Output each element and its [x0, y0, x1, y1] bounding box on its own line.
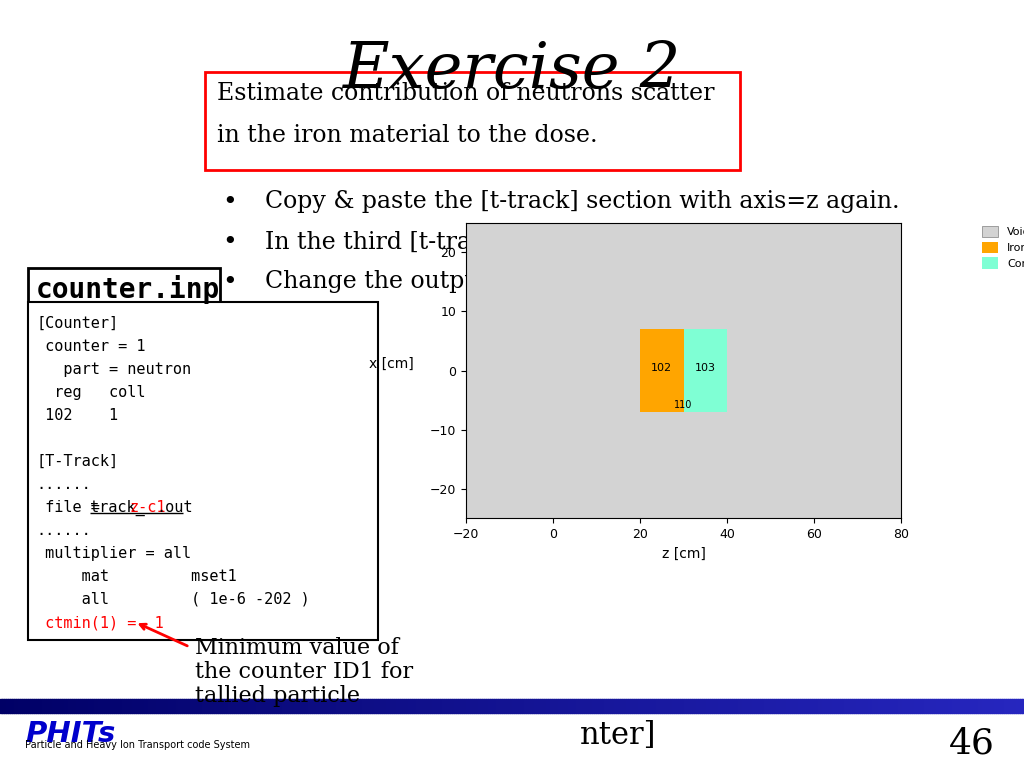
FancyBboxPatch shape	[205, 72, 740, 170]
Text: Particle and Heavy Ion Transport code System: Particle and Heavy Ion Transport code Sy…	[25, 740, 250, 750]
Text: Estimate contribution of neutrons scatter: Estimate contribution of neutrons scatte…	[217, 82, 715, 105]
Text: [Counter]: [Counter]	[36, 316, 118, 331]
FancyBboxPatch shape	[28, 302, 378, 640]
Text: ......: ......	[36, 477, 91, 492]
Text: 110: 110	[675, 400, 692, 410]
Bar	[640, 329, 684, 412]
Text: •: •	[222, 230, 237, 254]
Text: all         ( 1e-6 -202 ): all ( 1e-6 -202 )	[36, 592, 309, 607]
Text: in the iron material to the dose.: in the iron material to the dose.	[217, 124, 598, 147]
Text: ......: ......	[36, 523, 91, 538]
Text: 46: 46	[949, 726, 995, 760]
Text: Copy & paste the [t-track] section with axis=z again.: Copy & paste the [t-track] section with …	[265, 190, 900, 213]
Text: 103: 103	[694, 362, 716, 372]
Text: •: •	[222, 270, 237, 294]
Text: z-c1: z-c1	[130, 500, 166, 515]
Text: 102    1: 102 1	[36, 408, 118, 423]
Text: PHITs: PHITs	[25, 720, 116, 748]
Text: Exercise 2: Exercise 2	[343, 40, 681, 101]
Text: •: •	[222, 190, 237, 214]
Text: 102: 102	[651, 362, 673, 372]
FancyBboxPatch shape	[28, 268, 220, 310]
Text: In the third [t-track] section, set only ctmin(1)=1.: In the third [t-track] section, set only…	[265, 230, 861, 253]
Y-axis label: x [cm]: x [cm]	[369, 356, 414, 371]
Text: [T-Track]: [T-Track]	[36, 454, 118, 469]
Text: ctmin(1) =  1: ctmin(1) = 1	[36, 615, 164, 630]
Text: file =: file =	[36, 500, 109, 515]
Text: multiplier = all: multiplier = all	[36, 546, 191, 561]
Text: tallied particle: tallied particle	[195, 685, 359, 707]
Bar	[684, 329, 727, 412]
Text: Minimum value of: Minimum value of	[195, 637, 398, 659]
Text: counter.inp: counter.inp	[36, 275, 220, 304]
Text: the counter ID1 for: the counter ID1 for	[195, 661, 413, 683]
Text: nter]: nter]	[580, 720, 656, 751]
Text: .out: .out	[157, 500, 194, 515]
Text: mat         mset1: mat mset1	[36, 569, 237, 584]
X-axis label: z [cm]: z [cm]	[662, 547, 706, 561]
Text: counter = 1: counter = 1	[36, 339, 145, 354]
Legend: Void, Iron, Concrete: Void, Iron, Concrete	[979, 223, 1024, 272]
Text: part = neutron: part = neutron	[36, 362, 191, 377]
Text: reg   coll: reg coll	[36, 385, 145, 400]
Text: track_: track_	[90, 500, 144, 516]
Text: Change the output file name.: Change the output file name.	[265, 270, 615, 293]
